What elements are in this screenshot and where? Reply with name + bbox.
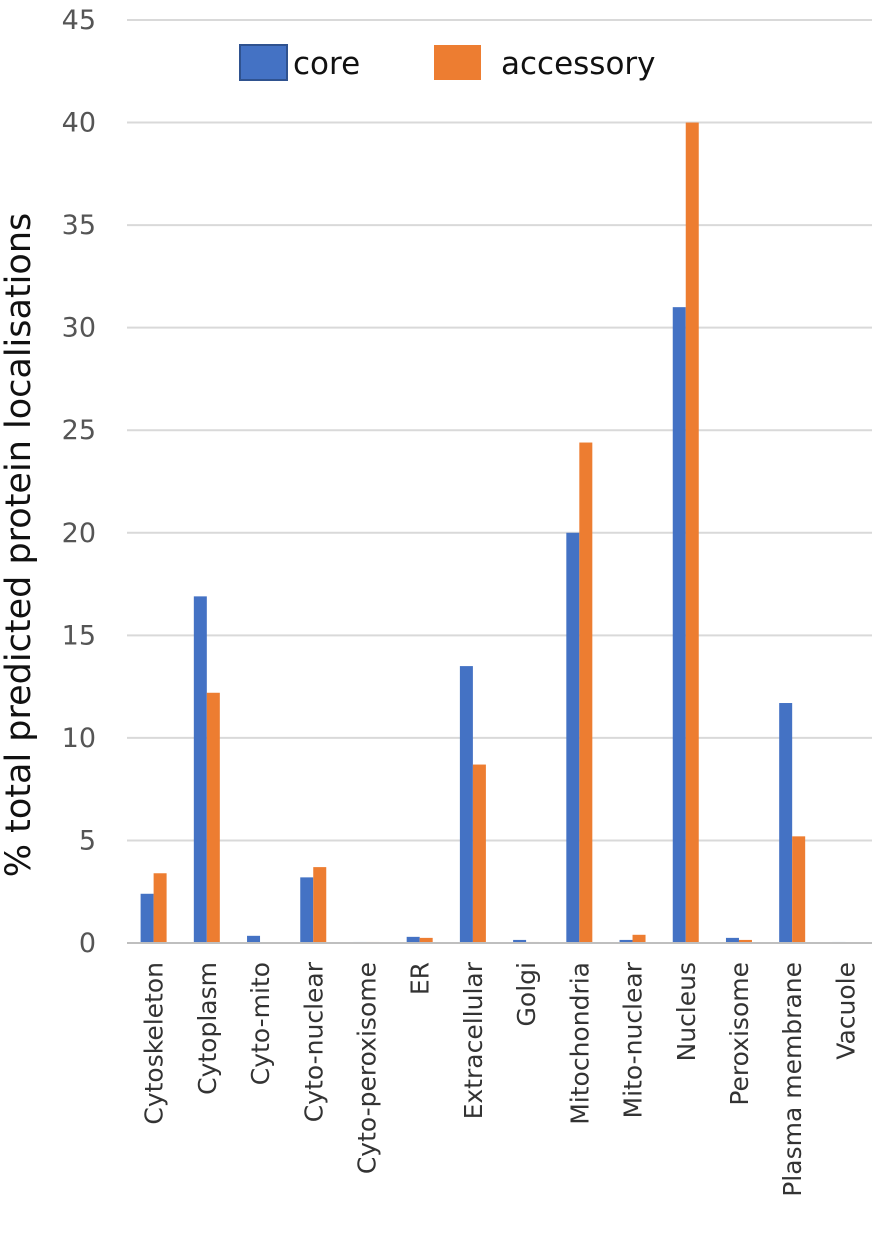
x-tick-label: Cyto-nuclear bbox=[299, 961, 328, 1122]
bar-accessory bbox=[632, 934, 646, 943]
axis-labels: 0 5 10 15 20 25 30 35 40 45 Cytoskeleton Cytoplasm C… bbox=[0, 5, 860, 1197]
y-tick-label: 35 bbox=[62, 210, 96, 241]
y-tick-label: 25 bbox=[62, 415, 96, 446]
bar-core bbox=[300, 877, 314, 943]
y-tick-label: 0 bbox=[79, 928, 96, 959]
y-tick-label: 5 bbox=[79, 825, 96, 856]
x-tick-label: Mito-nuclear bbox=[619, 961, 648, 1118]
y-tick-label: 15 bbox=[62, 620, 96, 651]
x-tick-label: Cytoplasm bbox=[193, 962, 222, 1095]
bar-core bbox=[459, 666, 473, 943]
bar-core bbox=[672, 307, 686, 944]
y-tick-label: 20 bbox=[62, 518, 96, 549]
x-tick-label: Nucleus bbox=[672, 962, 701, 1062]
bar-core bbox=[566, 532, 580, 943]
legend-label: accessory bbox=[501, 46, 656, 82]
legend-swatch bbox=[239, 44, 288, 81]
x-tick-label: ER bbox=[406, 962, 435, 995]
bar-core bbox=[513, 939, 527, 943]
bar-accessory bbox=[685, 122, 699, 944]
x-tick-label: Golgi bbox=[512, 962, 541, 1026]
x-tick-label: Extracellular bbox=[459, 961, 488, 1119]
bar-core bbox=[193, 596, 207, 943]
bar-accessory bbox=[419, 937, 433, 943]
x-tick-label: Peroxisome bbox=[725, 962, 754, 1106]
bar-core bbox=[140, 893, 154, 943]
bar-accessory bbox=[153, 873, 167, 943]
x-tick-label: Vacuole bbox=[831, 962, 860, 1060]
bar-core bbox=[619, 939, 633, 943]
bar-accessory bbox=[313, 867, 327, 943]
y-tick-label: 40 bbox=[62, 108, 96, 139]
bar-core bbox=[725, 937, 739, 943]
legend-swatch bbox=[434, 45, 481, 80]
x-tick-label: Mitochondria bbox=[565, 962, 594, 1125]
legend: core accessory bbox=[239, 44, 656, 82]
bar-core bbox=[779, 703, 793, 943]
y-tick-label: 30 bbox=[62, 313, 96, 344]
y-tick-label: 10 bbox=[62, 723, 96, 754]
bar-accessory bbox=[472, 764, 486, 943]
bar-accessory bbox=[206, 692, 220, 943]
bar-accessory bbox=[579, 442, 593, 943]
bar-core bbox=[406, 936, 420, 943]
x-tick-label: Cyto-peroxisome bbox=[352, 962, 381, 1174]
x-tick-label: Cytoskeleton bbox=[140, 962, 169, 1125]
bar-accessory bbox=[738, 939, 752, 943]
bar-accessory bbox=[792, 836, 806, 943]
bar-core bbox=[247, 935, 261, 943]
x-tick-label: Cyto-mito bbox=[246, 962, 275, 1085]
bars bbox=[140, 122, 846, 944]
y-tick-label: 45 bbox=[62, 5, 96, 36]
x-tick-label: Plasma membrane bbox=[778, 962, 807, 1197]
y-axis-title: % total predicted protein localisations bbox=[0, 213, 39, 877]
legend-label: core bbox=[293, 46, 360, 82]
gridlines bbox=[127, 19, 872, 842]
